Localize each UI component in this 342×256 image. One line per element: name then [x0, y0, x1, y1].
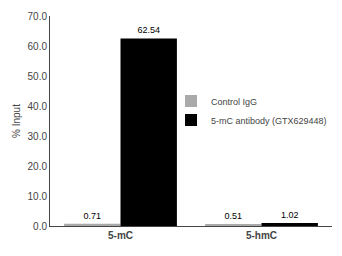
- svg-text:5-hmC: 5-hmC: [246, 230, 277, 241]
- svg-text:0.51: 0.51: [225, 211, 243, 221]
- svg-text:70.0: 70.0: [28, 11, 48, 22]
- svg-text:20.0: 20.0: [28, 161, 48, 172]
- svg-text:30.0: 30.0: [28, 131, 48, 142]
- svg-text:10.0: 10.0: [28, 191, 48, 202]
- svg-text:% Input: % Input: [11, 104, 22, 138]
- svg-text:5-mC antibody (GTX629448): 5-mC antibody (GTX629448): [211, 116, 327, 126]
- svg-text:40.0: 40.0: [28, 101, 48, 112]
- svg-text:5-mC: 5-mC: [108, 230, 133, 241]
- svg-text:1.02: 1.02: [281, 210, 299, 220]
- svg-text:50.0: 50.0: [28, 71, 48, 82]
- svg-text:0.71: 0.71: [84, 211, 102, 221]
- svg-text:0.0: 0.0: [33, 221, 47, 232]
- svg-text:Control IgG: Control IgG: [211, 97, 257, 107]
- svg-text:62.54: 62.54: [137, 25, 160, 35]
- svg-text:60.0: 60.0: [28, 41, 48, 52]
